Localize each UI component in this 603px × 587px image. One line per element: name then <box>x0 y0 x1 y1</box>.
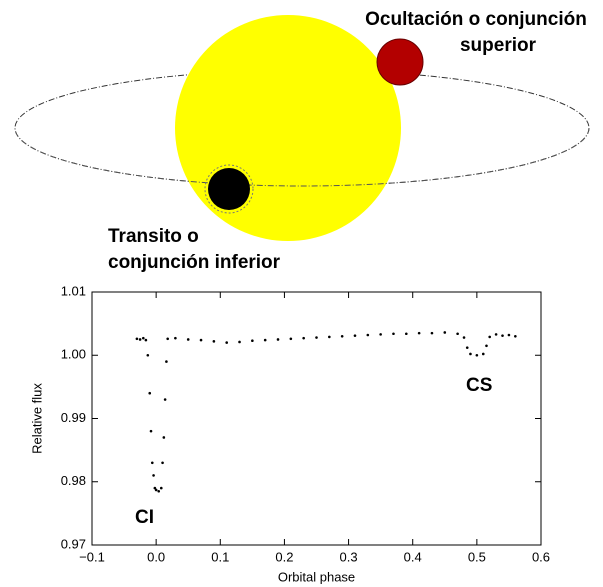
data-point <box>462 336 466 339</box>
data-point <box>150 461 154 465</box>
data-point <box>353 334 357 337</box>
planet-transit <box>208 168 250 210</box>
y-axis-label: Relative flux <box>29 383 44 454</box>
data-point <box>142 336 145 340</box>
data-point <box>315 336 318 339</box>
annotation: CS <box>466 375 492 396</box>
data-point <box>238 340 241 344</box>
data-point <box>430 331 434 335</box>
data-point <box>456 332 459 336</box>
data-point <box>276 338 280 341</box>
data-point <box>144 338 148 342</box>
planet-halo <box>204 164 254 214</box>
y-tick-label: 1.01 <box>61 283 86 298</box>
data-point <box>514 334 517 338</box>
data-point <box>159 486 163 490</box>
data-point <box>469 352 472 356</box>
data-point <box>475 353 479 357</box>
x-tick-label: 0.5 <box>468 549 486 564</box>
x-tick-label: 0.1 <box>211 549 229 564</box>
y-tick-label: 0.98 <box>61 473 86 488</box>
planet-occultation <box>376 38 424 86</box>
data-point <box>166 337 169 341</box>
data-point <box>186 338 190 341</box>
data-point <box>251 339 254 343</box>
data-point <box>199 338 203 342</box>
y-tick-label: 1.00 <box>61 347 86 362</box>
annotation: CI <box>135 507 154 528</box>
data-point <box>148 391 152 395</box>
chart: −0.1 0.0 0.1 0.2 0.3 0.4 0.5 0.6 0.97 0.98 0.99 1.0… <box>29 283 550 584</box>
data-point <box>501 334 504 337</box>
data-point <box>302 336 305 340</box>
data-point <box>417 331 421 335</box>
data-point <box>154 488 158 492</box>
plot-frame <box>91 291 542 546</box>
occultation-label: superior <box>460 35 537 56</box>
y-tick-label: 0.99 <box>61 410 86 425</box>
data-point <box>443 331 447 334</box>
data-point <box>157 489 161 493</box>
data-point <box>138 338 142 341</box>
data-point <box>488 335 491 339</box>
data-point <box>152 474 155 477</box>
data-point <box>340 334 344 338</box>
transit-label: Transito o <box>108 226 199 247</box>
x-tick-label: 0.3 <box>340 549 358 564</box>
data-point <box>481 352 485 356</box>
occultation-label: Ocultación o conjunción <box>365 9 587 30</box>
data-point <box>162 436 166 439</box>
x-axis-label: Orbital phase <box>278 569 355 584</box>
data-point <box>165 360 168 363</box>
x-tick-label: 0.0 <box>147 549 165 564</box>
data-point <box>174 336 177 340</box>
data-point <box>153 486 157 490</box>
data-point <box>405 332 408 336</box>
x-tick-label: 0.6 <box>532 549 550 564</box>
star <box>175 15 401 241</box>
x-tick-label: −0.1 <box>79 549 105 564</box>
data-point <box>379 333 382 336</box>
data-point <box>161 461 164 465</box>
data-point <box>494 333 498 336</box>
data-point <box>328 335 331 339</box>
data-point <box>149 429 153 433</box>
transit-label: conjunción inferior <box>108 252 281 273</box>
y-tick-label: 0.97 <box>61 536 86 551</box>
data-point <box>485 344 488 348</box>
data-point <box>263 338 267 342</box>
data-point <box>289 337 293 341</box>
data-point <box>135 337 139 341</box>
data-point <box>146 353 150 357</box>
data-point <box>392 332 395 336</box>
data-point <box>507 333 511 337</box>
x-tick-label: 0.2 <box>275 549 293 564</box>
x-tick-label: 0.4 <box>404 549 422 564</box>
data-point <box>366 333 370 337</box>
data-point <box>465 346 469 349</box>
data-point <box>212 340 216 343</box>
data-point <box>163 398 167 401</box>
data-point <box>225 341 228 344</box>
